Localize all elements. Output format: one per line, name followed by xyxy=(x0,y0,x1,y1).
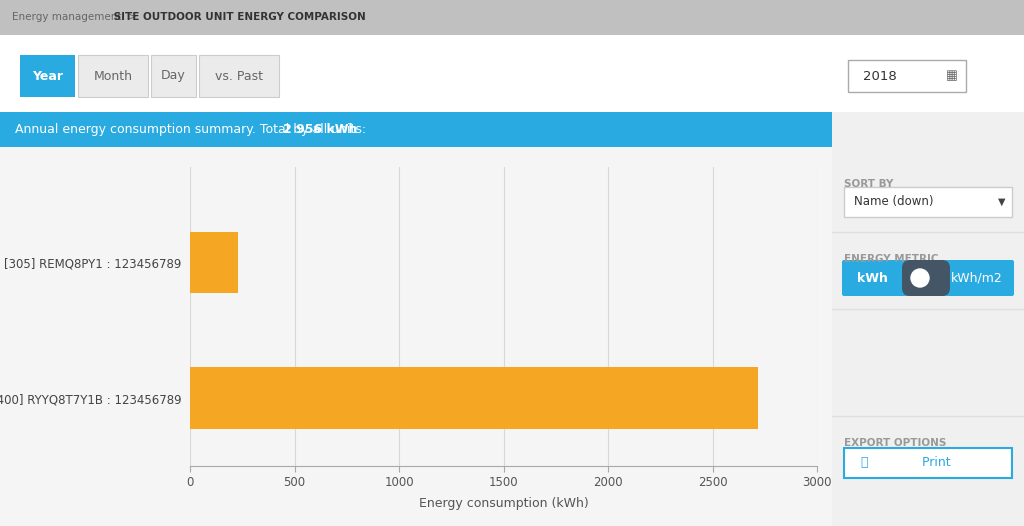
Text: SITE OUTDOOR UNIT ENERGY COMPARISON: SITE OUTDOOR UNIT ENERGY COMPARISON xyxy=(110,13,366,23)
Bar xyxy=(199,55,279,97)
Bar xyxy=(0,0,1024,35)
Bar xyxy=(844,187,1012,217)
Bar xyxy=(0,147,831,526)
Text: Day: Day xyxy=(161,69,186,83)
Text: Annual energy consumption summary. Total by all units:: Annual energy consumption summary. Total… xyxy=(15,123,370,136)
Bar xyxy=(151,55,196,97)
Text: SORT BY: SORT BY xyxy=(844,179,893,189)
Bar xyxy=(848,60,966,92)
Bar xyxy=(0,35,1024,112)
Bar xyxy=(831,112,1024,526)
Text: ENERGY METRIC: ENERGY METRIC xyxy=(844,254,939,264)
Bar xyxy=(190,231,238,292)
Text: kWh/m2: kWh/m2 xyxy=(951,271,1002,285)
Text: 2 956 kWh: 2 956 kWh xyxy=(283,123,357,136)
Text: 🖨: 🖨 xyxy=(860,457,867,470)
Text: ▦: ▦ xyxy=(946,69,957,83)
Text: Name (down): Name (down) xyxy=(854,196,934,208)
Bar xyxy=(0,112,1024,147)
X-axis label: Energy consumption (kWh): Energy consumption (kWh) xyxy=(419,497,589,510)
Text: Month: Month xyxy=(93,69,132,83)
FancyBboxPatch shape xyxy=(902,260,950,296)
Bar xyxy=(78,55,148,97)
Bar xyxy=(20,55,75,97)
FancyBboxPatch shape xyxy=(842,260,1014,296)
Bar xyxy=(190,368,759,429)
Text: 2018: 2018 xyxy=(863,69,897,83)
Text: vs. Past: vs. Past xyxy=(215,69,263,83)
Text: ▼: ▼ xyxy=(998,197,1006,207)
Circle shape xyxy=(911,269,929,287)
Text: Year: Year xyxy=(32,69,63,83)
Text: kWh: kWh xyxy=(856,271,888,285)
Text: EXPORT OPTIONS: EXPORT OPTIONS xyxy=(844,438,946,448)
Bar xyxy=(844,448,1012,478)
Text: Print: Print xyxy=(914,457,950,470)
Text: Energy management  >: Energy management > xyxy=(12,13,140,23)
